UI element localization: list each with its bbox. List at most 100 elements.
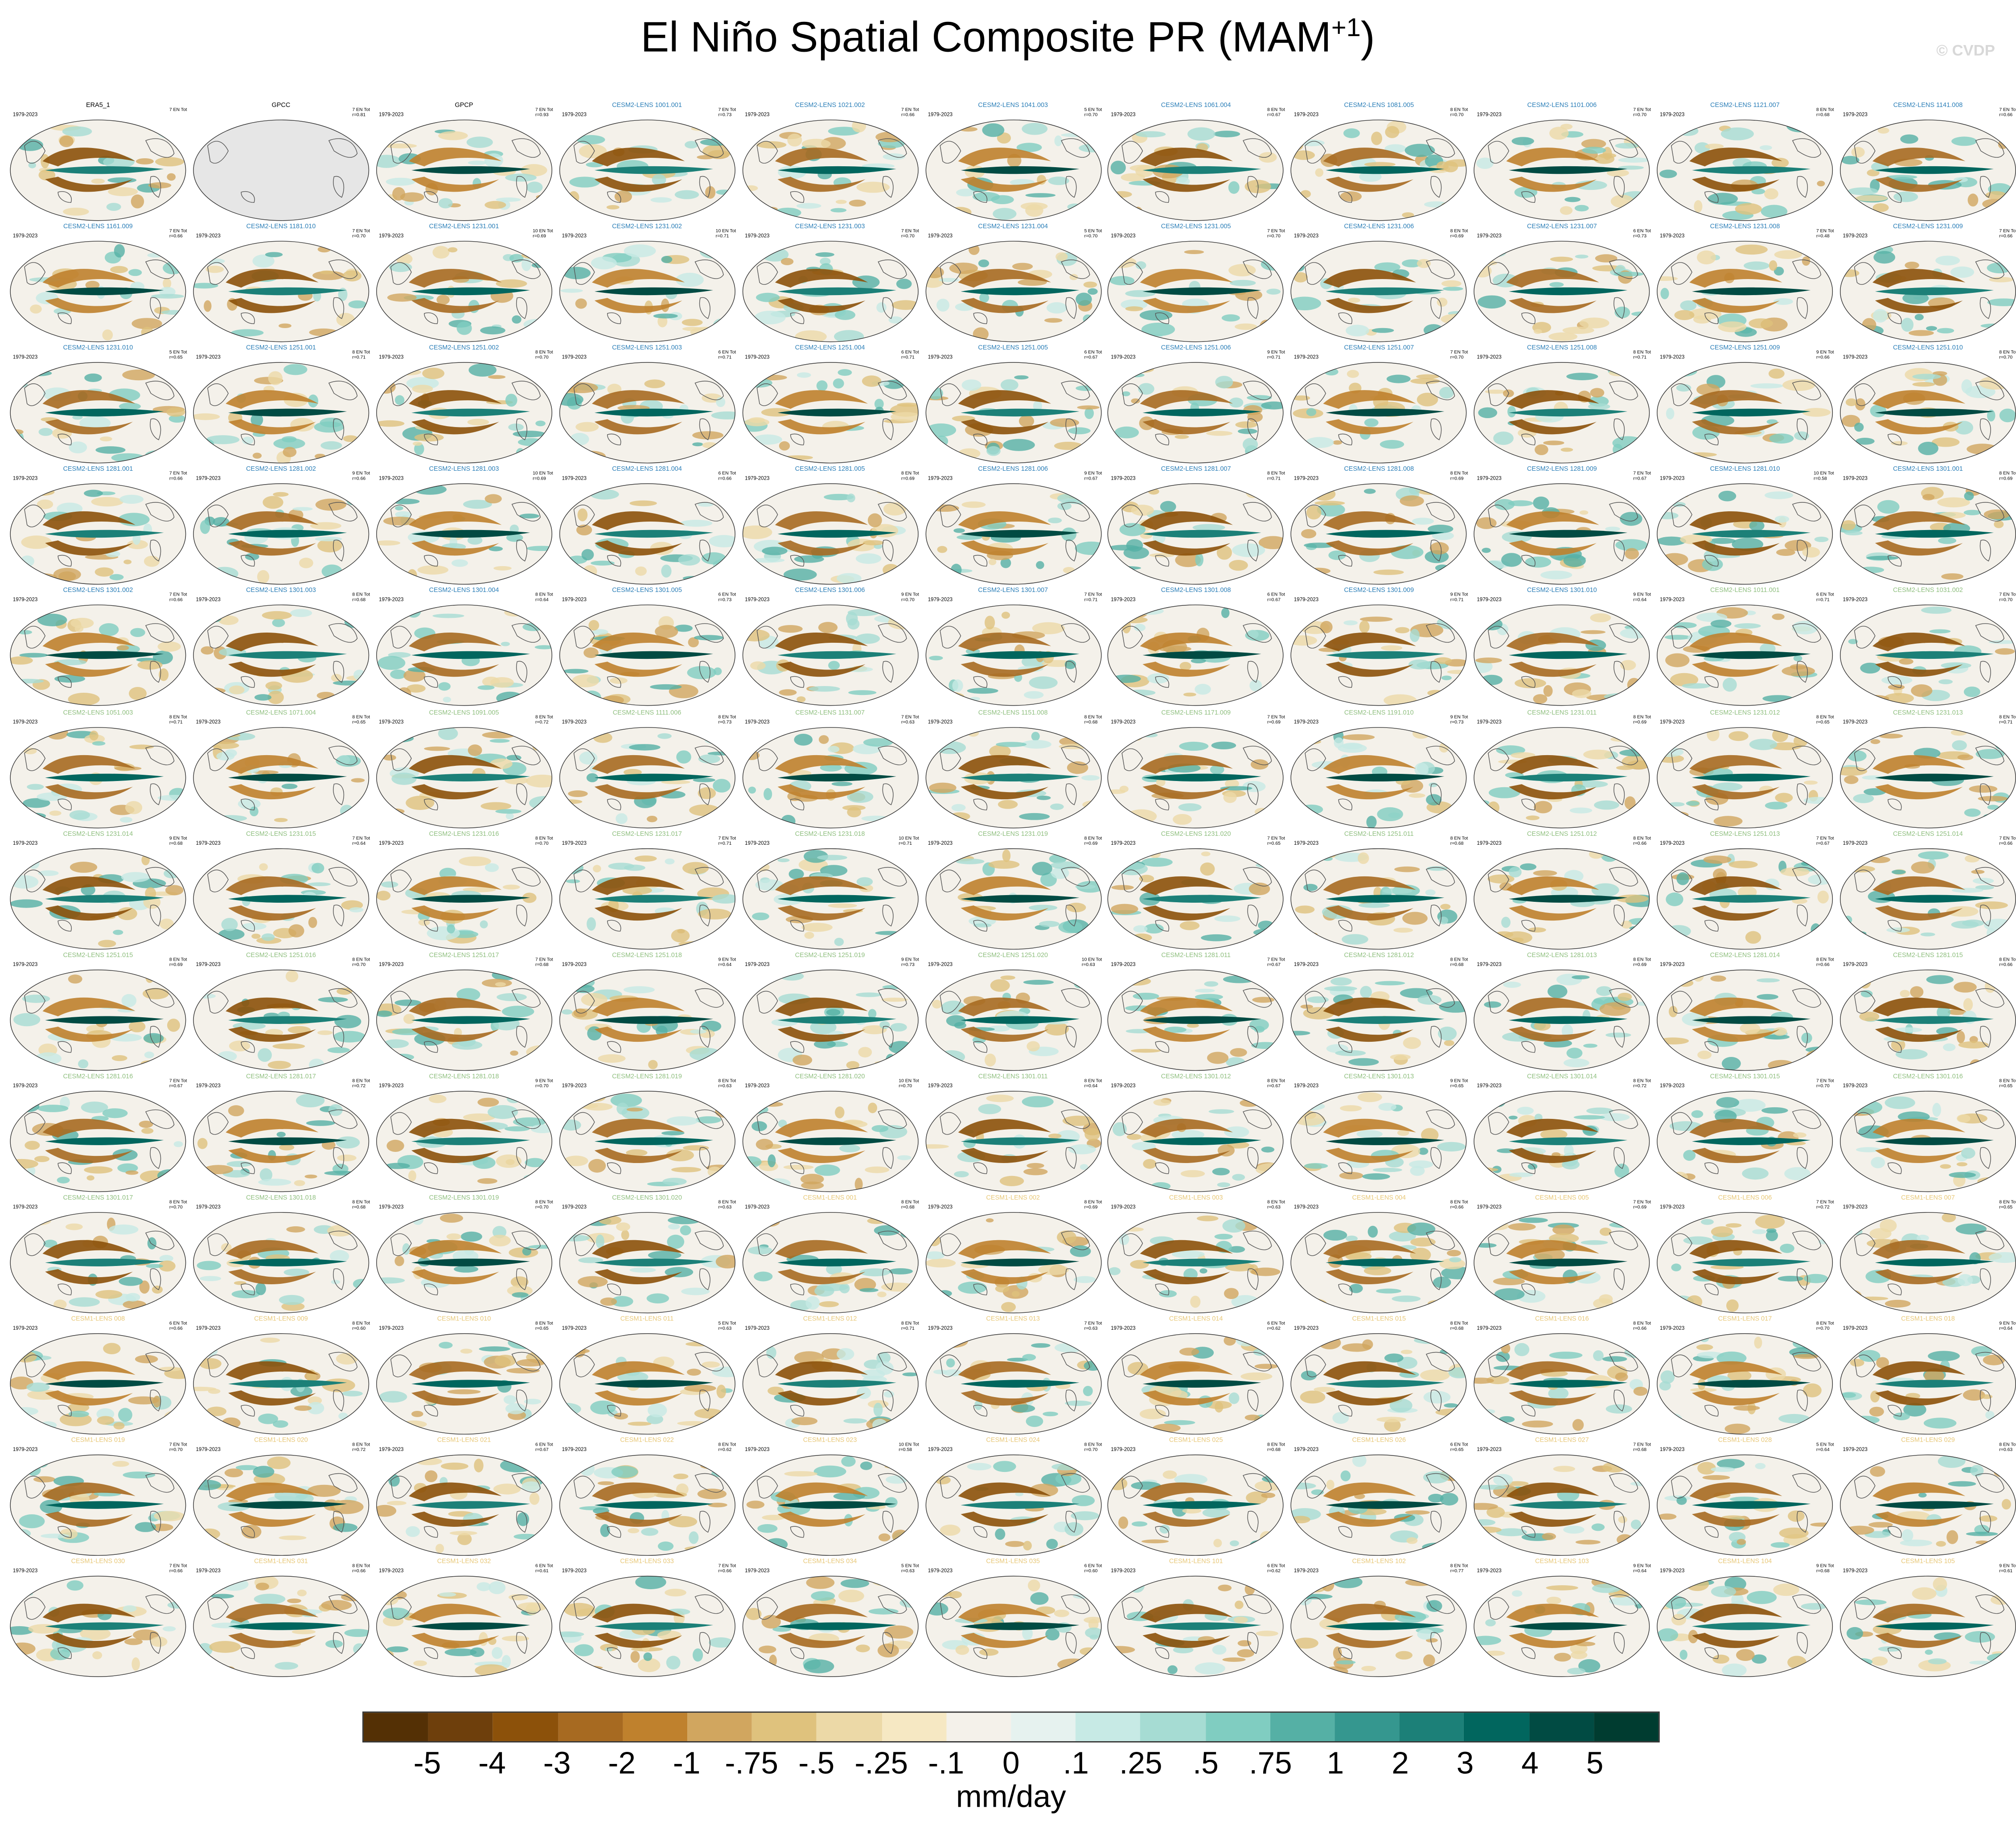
coastline bbox=[207, 259, 357, 325]
anomaly-blob bbox=[125, 1170, 139, 1175]
map-plot bbox=[193, 119, 369, 221]
anomaly-blob bbox=[1755, 1463, 1766, 1470]
anomaly-blob bbox=[787, 133, 802, 147]
anomaly-blob bbox=[1158, 646, 1192, 653]
panel-en-count: 9 EN Tot bbox=[1633, 592, 1651, 598]
anomaly-blob bbox=[1616, 894, 1649, 903]
panel-correlation: r=0.66 bbox=[1999, 962, 2013, 967]
anomaly-blob bbox=[1236, 421, 1258, 428]
anomaly-blob bbox=[1306, 408, 1317, 416]
dry-anomaly bbox=[226, 633, 319, 678]
anomaly-blob bbox=[1021, 739, 1051, 748]
wet-anomaly bbox=[1326, 166, 1445, 174]
map-border bbox=[1291, 484, 1467, 585]
anomaly-blob bbox=[1141, 1539, 1170, 1544]
panel-title: CESM2-LENS 1251.020 bbox=[978, 951, 1048, 959]
anomaly-blob bbox=[86, 1175, 94, 1180]
panel-en-count: 7 EN Tot bbox=[1816, 1199, 1834, 1205]
anomaly-blob bbox=[1507, 406, 1516, 418]
panel-en-count: 8 EN Tot bbox=[1084, 1442, 1102, 1447]
anomaly-blob bbox=[1207, 431, 1233, 436]
anomaly-blob bbox=[1618, 992, 1632, 1001]
anomaly-blob bbox=[1030, 1343, 1050, 1348]
anomaly-blob bbox=[681, 319, 702, 326]
anomaly-blob bbox=[1963, 510, 1981, 516]
panel-stats: 7 EN Tot r=0.93 bbox=[535, 107, 553, 117]
anomaly-blob bbox=[685, 1341, 713, 1347]
map-border bbox=[1108, 241, 1284, 342]
anomaly-blob bbox=[49, 810, 62, 815]
panel-period: 1979-2023 bbox=[1659, 596, 1685, 603]
anomaly-blob bbox=[438, 727, 458, 740]
anomaly-blob bbox=[1534, 329, 1543, 334]
anomaly-blob bbox=[1111, 160, 1126, 175]
anomaly-blob bbox=[386, 1139, 404, 1152]
panel-title: CESM2-LENS 1301.007 bbox=[978, 587, 1048, 595]
anomaly-blob bbox=[1329, 551, 1347, 561]
anomaly-blob bbox=[394, 511, 411, 518]
anomaly-blob bbox=[1424, 201, 1449, 208]
map-panel: CESM2-LENS 1301.016 1979-2023 8 EN Tot r=0.… bbox=[1836, 1073, 2016, 1194]
anomaly-blob bbox=[1775, 516, 1790, 523]
map-plot bbox=[10, 847, 186, 949]
map-panel: CESM2-LENS 1231.019 1979-2023 8 EN Tot r=0.… bbox=[921, 830, 1104, 951]
wet-anomaly bbox=[1509, 773, 1628, 781]
anomaly-blob bbox=[1807, 120, 1817, 132]
anomaly-blob bbox=[1405, 1510, 1430, 1515]
anomaly-blob bbox=[1474, 685, 1489, 700]
panel-en-count: 6 EN Tot bbox=[718, 471, 736, 477]
anomaly-blob bbox=[383, 1039, 409, 1048]
anomaly-blob bbox=[977, 1103, 1001, 1114]
anomaly-blob bbox=[650, 197, 672, 203]
dry-anomaly bbox=[591, 148, 685, 192]
map-panel: CESM2-LENS 1231.012 1979-2023 8 EN Tot r=0.… bbox=[1653, 709, 1836, 830]
panel-correlation: r=0.68 bbox=[1633, 1447, 1647, 1453]
anomaly-blob bbox=[308, 916, 317, 928]
panel-period: 1979-2023 bbox=[1477, 718, 1502, 724]
anomaly-blob bbox=[1768, 1059, 1795, 1070]
anomaly-blob bbox=[1449, 1367, 1467, 1379]
panel-stats: 7 EN Tot r=0.63 bbox=[901, 714, 919, 724]
panel-correlation: r=0.62 bbox=[718, 1447, 732, 1453]
anomaly-blob bbox=[1085, 209, 1098, 214]
anomaly-blob bbox=[1757, 978, 1780, 982]
anomaly-blob bbox=[1022, 1354, 1035, 1361]
anomaly-blob bbox=[1395, 866, 1421, 872]
anomaly-blob bbox=[1661, 928, 1672, 935]
anomaly-blob bbox=[747, 786, 755, 793]
panel-correlation: r=0.64 bbox=[1633, 597, 1647, 603]
anomaly-blob bbox=[851, 120, 866, 133]
map-plot bbox=[742, 241, 918, 342]
panel-stats: 8 EN Tot r=0.71 bbox=[1267, 471, 1285, 481]
anomaly-blob bbox=[1592, 883, 1620, 896]
panel-title: CESM1-LENS 025 bbox=[1169, 1437, 1223, 1445]
anomaly-blob bbox=[1806, 1049, 1833, 1063]
anomaly-blob bbox=[273, 438, 305, 449]
anomaly-blob bbox=[588, 1159, 606, 1172]
map-border bbox=[1108, 847, 1284, 949]
panel-period: 1979-2023 bbox=[1659, 475, 1685, 482]
map-panel: CESM1-LENS 021 1979-2023 6 EN Tot r=0.67 bbox=[373, 1437, 556, 1558]
anomaly-blob bbox=[123, 560, 132, 565]
anomaly-blob bbox=[1443, 161, 1459, 173]
map-panel: CESM1-LENS 023 1979-2023 10 EN Tot r=0.58 bbox=[739, 1437, 922, 1558]
anomaly-blob bbox=[1955, 1223, 1987, 1235]
anomaly-blob bbox=[1778, 1414, 1810, 1423]
anomaly-blob bbox=[586, 773, 598, 782]
anomaly-blob bbox=[1801, 1032, 1812, 1043]
map-plot bbox=[193, 847, 369, 949]
panel-en-count: 9 EN Tot bbox=[1999, 1320, 2016, 1326]
map-border bbox=[1291, 241, 1467, 342]
panel-title: CESM2-LENS 1281.002 bbox=[246, 466, 316, 474]
anomaly-blob bbox=[1347, 370, 1359, 378]
map-panel: CESM2-LENS 1251.010 1979-2023 8 EN Tot r=0.… bbox=[1836, 345, 2016, 466]
anomaly-blob bbox=[1733, 1405, 1760, 1411]
panel-stats: 8 EN Tot r=0.64 bbox=[1084, 1078, 1102, 1088]
anomaly-blob bbox=[783, 569, 817, 581]
anomaly-blob bbox=[1604, 694, 1635, 701]
anomaly-blob bbox=[1043, 318, 1062, 323]
panel-title: CESM2-LENS 1301.015 bbox=[1710, 1073, 1780, 1081]
anomaly-blob bbox=[1244, 210, 1256, 216]
dry-anomaly bbox=[1689, 148, 1782, 192]
panel-title: CESM1-LENS 021 bbox=[437, 1437, 491, 1445]
